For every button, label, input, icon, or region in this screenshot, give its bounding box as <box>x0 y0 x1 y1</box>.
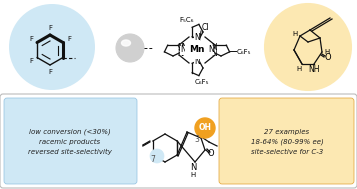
Text: N: N <box>190 163 196 173</box>
Text: C₆F₅: C₆F₅ <box>237 49 251 55</box>
Circle shape <box>195 118 215 138</box>
Circle shape <box>150 149 164 163</box>
Text: N: N <box>181 43 187 51</box>
Text: H: H <box>325 49 330 55</box>
Text: F: F <box>29 36 33 42</box>
Text: F: F <box>48 25 52 31</box>
Text: N: N <box>211 43 217 51</box>
Ellipse shape <box>121 40 131 46</box>
Text: N: N <box>177 49 183 57</box>
Text: low conversion (<30%)
racemic products
reversed site-selectivity: low conversion (<30%) racemic products r… <box>28 129 112 155</box>
Text: Mn: Mn <box>189 46 205 54</box>
FancyBboxPatch shape <box>0 94 357 188</box>
Text: N: N <box>211 49 217 57</box>
Text: OH: OH <box>198 123 211 132</box>
Text: O: O <box>325 53 331 63</box>
Text: F: F <box>29 58 33 64</box>
Text: H: H <box>292 31 298 37</box>
FancyBboxPatch shape <box>219 98 354 184</box>
Text: N: N <box>194 57 200 67</box>
Text: N: N <box>194 33 200 43</box>
Text: NH: NH <box>308 66 320 74</box>
FancyBboxPatch shape <box>4 98 137 184</box>
Text: 3: 3 <box>195 136 200 145</box>
Text: F₅C₆: F₅C₆ <box>180 17 194 23</box>
Text: F: F <box>48 69 52 75</box>
Text: N: N <box>181 49 187 57</box>
Text: Cl: Cl <box>202 23 210 33</box>
Text: 7: 7 <box>151 156 155 164</box>
Text: N: N <box>208 46 214 54</box>
Text: O: O <box>208 149 214 159</box>
Text: N: N <box>177 43 183 51</box>
Text: 27 examples
18-64% (80-99% ee)
site-selective for C-3: 27 examples 18-64% (80-99% ee) site-sele… <box>251 129 323 155</box>
Text: H: H <box>296 66 302 72</box>
Circle shape <box>116 34 144 62</box>
Circle shape <box>9 4 95 90</box>
Circle shape <box>265 4 351 90</box>
Text: N: N <box>180 46 186 54</box>
Text: C₆F₅: C₆F₅ <box>195 79 209 85</box>
Text: F: F <box>67 36 71 42</box>
Text: H: H <box>190 172 196 178</box>
